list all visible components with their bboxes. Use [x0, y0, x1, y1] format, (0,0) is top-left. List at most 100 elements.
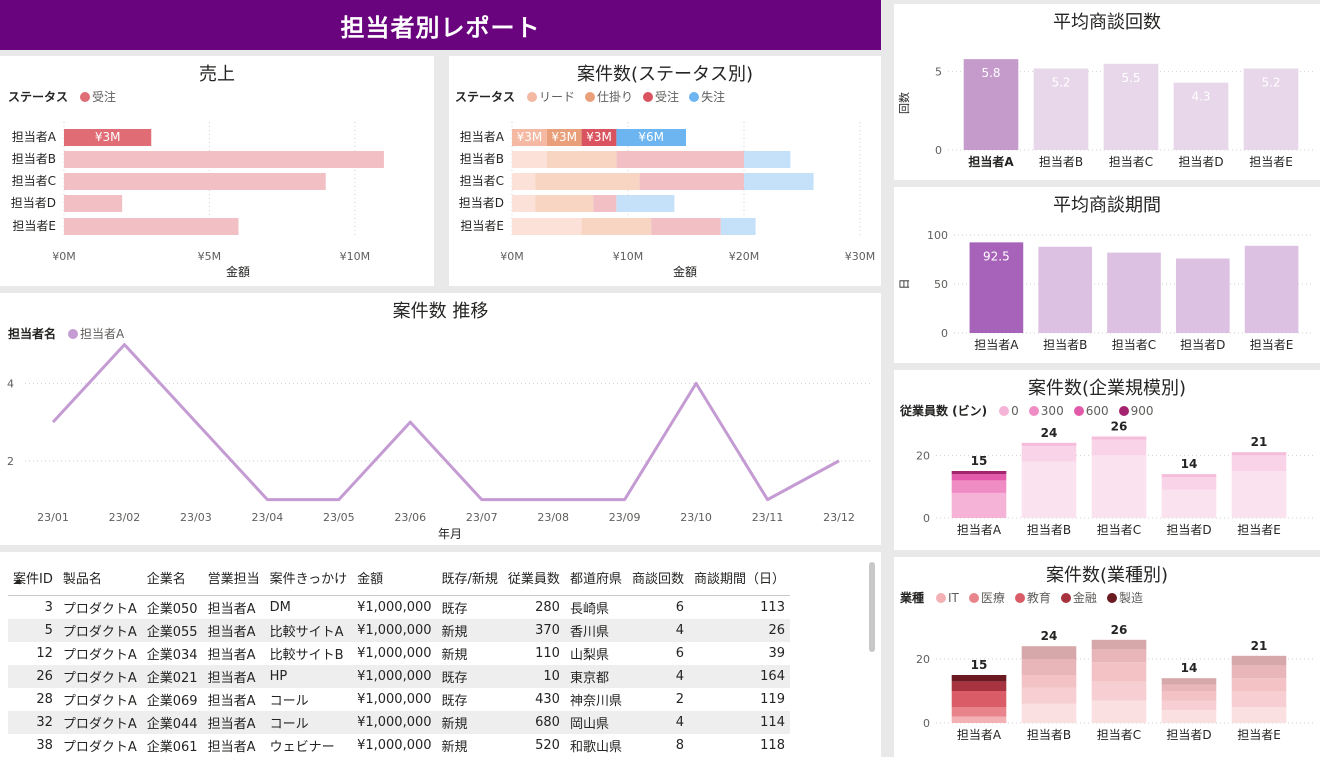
- column-header[interactable]: 製品名: [57, 564, 142, 596]
- data-label: 15: [971, 454, 988, 468]
- industry-legend-item-manufacturing[interactable]: 製造: [1106, 589, 1143, 606]
- table-cell: 5: [8, 619, 58, 642]
- bar-segment-リード-担当者E: [512, 218, 582, 235]
- bar-segment-300-担当者E: [1231, 455, 1287, 471]
- table-cell: ¥1,000,000: [357, 646, 432, 661]
- x-tick-label: ¥10M: [613, 250, 644, 263]
- table-cell: 新規: [441, 740, 468, 755]
- y-tick-label: 50: [934, 278, 948, 291]
- industry-legend-item-medical[interactable]: 医療: [968, 589, 1005, 606]
- bar-担当者B: [1033, 68, 1089, 150]
- category-label: 担当者E: [460, 219, 504, 233]
- bar-segment-IT-担当者A: [951, 716, 1007, 723]
- table-row[interactable]: 5 プロダクトA 企業055 担当者A 比較サイトA ¥1,000,000 新規 370 香川県…: [8, 619, 790, 642]
- x-axis-title: 金額: [673, 264, 697, 279]
- column-header[interactable]: 商談回数: [626, 564, 689, 596]
- avg-period-panel[interactable]: 平均商談期間 0 50 100 92.5 担当者A 担当者B 担当者C 担当者D 担当者E 日: [894, 187, 1320, 363]
- trend-chart-panel[interactable]: 案件数 推移 担当者名 担当者A 2 4 23/01 23/02 23/03 23/04 2…: [0, 293, 881, 545]
- legend-dot-icon: [68, 328, 79, 339]
- category-label: 担当者E: [1249, 155, 1293, 169]
- table-row[interactable]: 12 プロダクトA 企業034 担当者A 比較サイトB ¥1,000,000 新規 110 山梨…: [8, 642, 790, 665]
- bar-segment-医療-担当者B: [1021, 687, 1077, 704]
- category-label: 担当者D: [1166, 728, 1211, 742]
- size-legend-item-900[interactable]: 900: [1118, 404, 1154, 418]
- table-cell: 企業021: [141, 665, 203, 688]
- table-cell: ウェビナー: [269, 740, 335, 755]
- status-legend-item-lead[interactable]: リード: [527, 88, 575, 105]
- bar-segment-リード-担当者D: [512, 195, 536, 212]
- data-label: 24: [1041, 426, 1058, 440]
- sales-legend-item-won[interactable]: 受注: [80, 88, 116, 105]
- table-row[interactable]: 38 プロダクトA 企業061 担当者A ウェビナー ¥1,000,000 新規 520 和歌山…: [8, 734, 790, 757]
- data-label: 26: [1111, 623, 1128, 637]
- industry-chart-panel[interactable]: 案件数(業種別) 業種 IT 医療 教育 金融 製造 0 20 15 担当者A 24 担当…: [894, 557, 1320, 757]
- trend-legend-item-a[interactable]: 担当者A: [68, 325, 124, 342]
- table-row[interactable]: 32 プロダクトA 企業044 担当者A コール ¥1,000,000 新規 680 岡山県 4 1…: [8, 711, 790, 734]
- bar-担当者A: [963, 59, 1019, 151]
- industry-legend-item-it[interactable]: IT: [936, 591, 959, 605]
- size-legend-item-300[interactable]: 300: [1028, 404, 1064, 418]
- bar-segment-600-担当者E: [1231, 452, 1287, 456]
- bar-segment-0-担当者B: [1021, 461, 1077, 518]
- table-row[interactable]: 3 プロダクトA 企業050 担当者A DM ¥1,000,000 既存 280 長崎県 6 113: [8, 596, 790, 620]
- table-cell: 119: [760, 692, 785, 707]
- table-cell: プロダクトA: [62, 602, 137, 617]
- bar-segment-金融-担当者B: [1021, 659, 1077, 675]
- bar-担当者E: [1243, 68, 1299, 150]
- column-header[interactable]: 都道府県: [564, 564, 627, 596]
- deals-table-panel[interactable]: 案件ID 製品名 企業名 営業担当 案件きっかけ 金額 既存/新規 従業員数 都道府県 商談回数商…: [0, 552, 881, 757]
- column-header[interactable]: 商談期間（日）: [688, 564, 790, 596]
- table-cell: 担当者A: [207, 602, 256, 617]
- bar-segment-教育-担当者B: [1021, 675, 1077, 688]
- table-cell: 4: [626, 619, 689, 642]
- bar-担当者D: [64, 195, 123, 212]
- legend-dot-icon: [643, 91, 654, 102]
- sort-ascending-icon[interactable]: [14, 579, 22, 584]
- table-cell: 4: [626, 711, 689, 734]
- size-legend-item-600[interactable]: 600: [1073, 404, 1109, 418]
- column-header[interactable]: 営業担当: [202, 564, 265, 596]
- x-axis-title: 金額: [226, 264, 250, 279]
- x-tick-label: 23/03: [180, 511, 212, 524]
- bar-segment-金融-担当者E: [1231, 665, 1287, 679]
- bar-segment-IT-担当者B: [1021, 703, 1077, 723]
- y-tick-label: 0: [935, 144, 942, 157]
- table-row[interactable]: 28 プロダクトA 企業069 担当者A コール ¥1,000,000 既存 430 神奈川県 2…: [8, 688, 790, 711]
- table-cell: ¥1,000,000: [357, 692, 432, 707]
- bar-segment-600-担当者D: [1161, 474, 1217, 478]
- status-legend-item-lost[interactable]: 失注: [689, 88, 725, 105]
- bar-segment-300-担当者D: [1161, 477, 1217, 490]
- industry-legend-item-finance[interactable]: 金融: [1060, 589, 1097, 606]
- status-chart-panel[interactable]: 案件数(ステータス別) ステータス リード 仕掛り 受注 失注 ¥0M ¥10M ¥…: [449, 56, 881, 286]
- industry-legend-item-education[interactable]: 教育: [1014, 589, 1051, 606]
- status-legend-item-won[interactable]: 受注: [643, 88, 679, 105]
- table-cell: 岡山県: [564, 711, 627, 734]
- sales-chart-title: 売上: [199, 64, 235, 85]
- column-header[interactable]: 企業名: [141, 564, 203, 596]
- avg-meetings-bar-chart: 0 5 5.8 担当者A 5.2 担当者B 5.5 担当者C 4.3 担当者D 5.2 担当者E 回数: [898, 59, 1314, 169]
- column-header[interactable]: 既存/新規: [436, 564, 503, 596]
- data-label: ¥3M: [517, 130, 543, 144]
- table-cell: コール: [264, 711, 353, 734]
- status-legend-item-inprogress[interactable]: 仕掛り: [585, 88, 633, 105]
- column-header[interactable]: 金額: [352, 564, 437, 596]
- status-chart-title: 案件数(ステータス別): [576, 64, 754, 85]
- size-legend-item-0[interactable]: 0: [999, 404, 1019, 418]
- table-cell: 39: [768, 646, 785, 661]
- status-bar-chart: ¥0M ¥10M ¥20M ¥30M 担当者A ¥3M ¥3M ¥3M ¥6M 担当者B 担当者C 担…: [459, 122, 875, 279]
- size-chart-panel[interactable]: 案件数(企業規模別) 従業員数 (ビン) 0 300 600 900 0 20 15…: [894, 370, 1320, 550]
- data-label: ¥6M: [638, 130, 664, 144]
- table-cell: 担当者A: [207, 740, 256, 755]
- bar-担当者D: [1175, 258, 1230, 333]
- bar-segment-リード-担当者C: [512, 173, 536, 190]
- bar-segment-0-担当者A: [951, 492, 1007, 518]
- column-header[interactable]: 案件きっかけ: [264, 564, 353, 596]
- avg-meetings-panel[interactable]: 平均商談回数 0 5 5.8 担当者A 5.2 担当者B 5.5 担当者C 4.3 担当者D 5.2…: [894, 4, 1320, 180]
- table-cell: ¥1,000,000: [357, 738, 432, 753]
- table-row[interactable]: 26 プロダクトA 企業021 担当者A HP ¥1,000,000 既存 10 東京都 4 164: [8, 665, 790, 688]
- column-header[interactable]: 従業員数: [502, 564, 565, 596]
- bar-担当者A: [969, 242, 1024, 333]
- table-scrollbar[interactable]: [869, 562, 875, 652]
- table-cell: プロダクトA: [57, 619, 142, 642]
- sales-chart-panel[interactable]: 売上 ステータス 受注 ¥0M ¥5M ¥10M 担当者A 担当者B 担当者C 担当者D 担当…: [0, 56, 434, 286]
